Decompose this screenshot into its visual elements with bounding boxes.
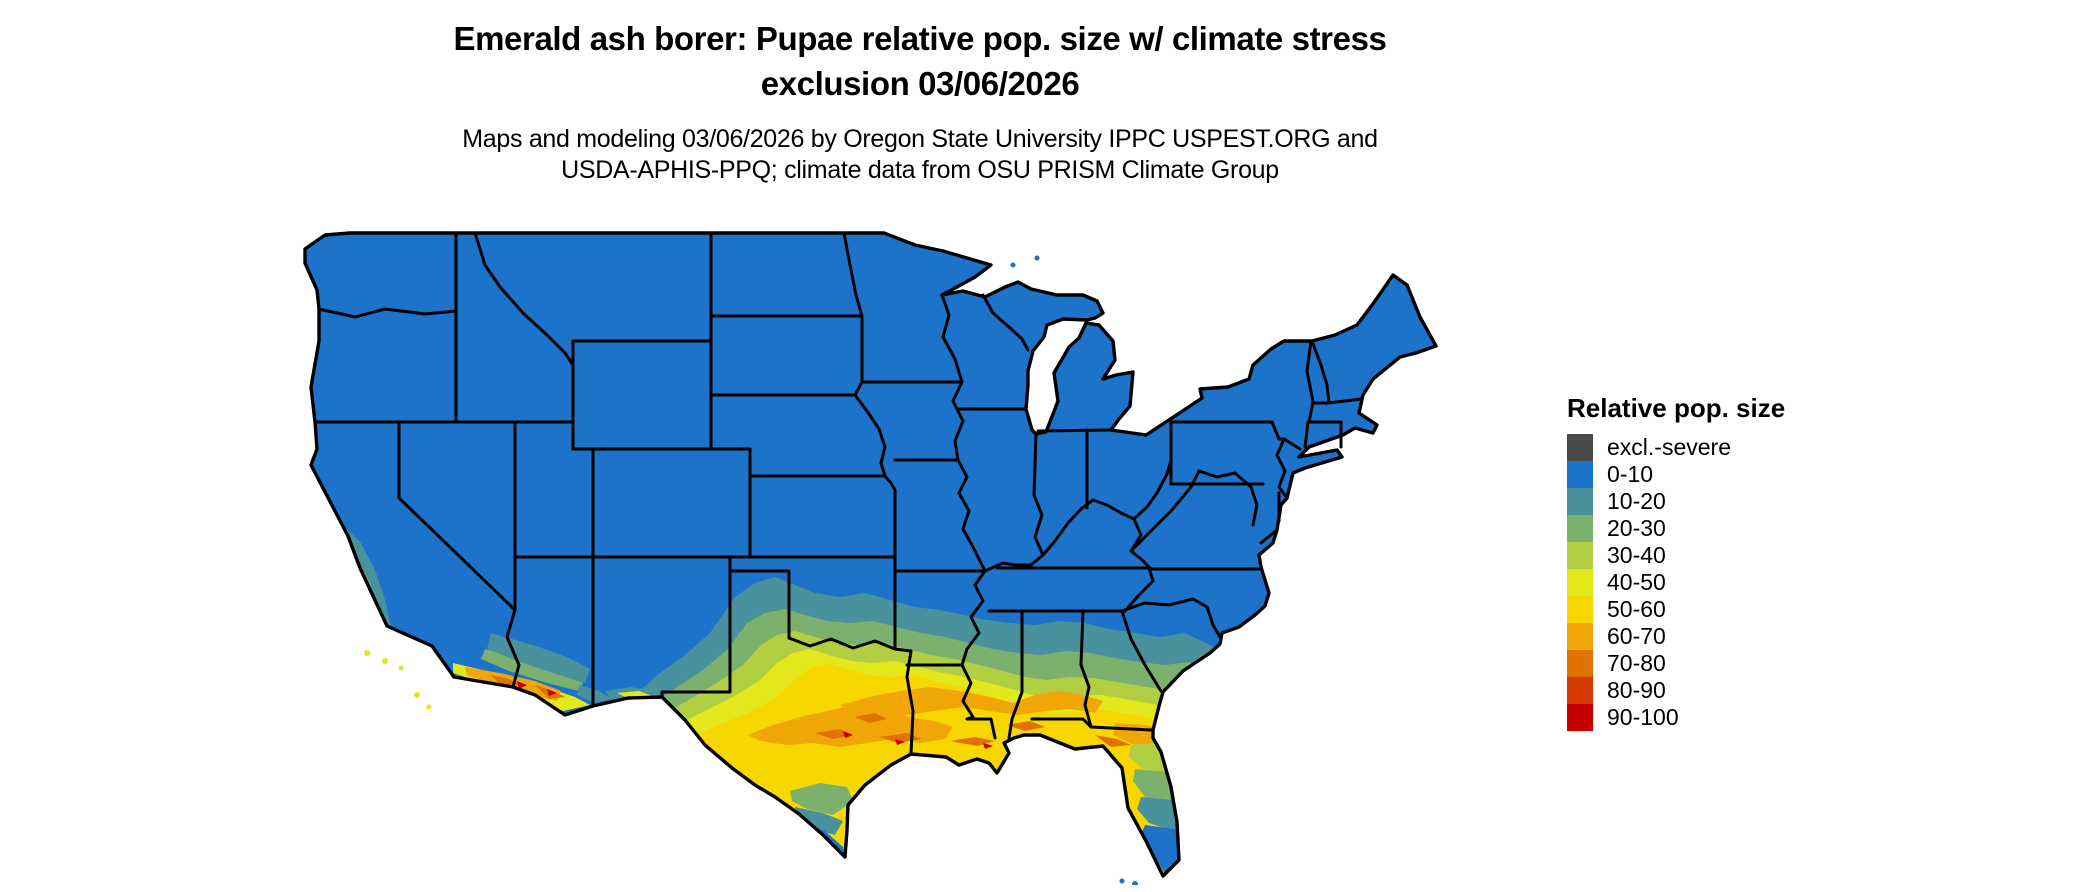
stx-green <box>790 783 853 815</box>
legend-title: Relative pop. size <box>1567 393 1786 423</box>
legend-swatch <box>1567 434 1593 461</box>
legend-swatch <box>1567 623 1593 650</box>
legend-item: 30-40 <box>1567 542 1887 569</box>
legend-label: 10-20 <box>1607 488 1666 514</box>
legend-item: 90-100 <box>1567 704 1887 731</box>
az-green <box>481 649 583 691</box>
legend-swatch <box>1567 569 1593 596</box>
legend-label: 30-40 <box>1607 542 1666 568</box>
legend-swatch <box>1567 596 1593 623</box>
us-map <box>303 231 1438 885</box>
legend-item: 0-10 <box>1567 461 1887 488</box>
page-subtitle-line1: Maps and modeling 03/06/2026 by Oregon S… <box>462 125 1378 153</box>
legend-label: 60-70 <box>1607 623 1666 649</box>
az-teal-arc <box>487 633 590 683</box>
state-borders <box>313 231 1363 756</box>
legend-label: 90-100 <box>1607 704 1679 730</box>
map-outline <box>303 231 1438 878</box>
legend-label: 50-60 <box>1607 596 1666 622</box>
legend-swatch <box>1567 704 1593 731</box>
page-title-line1: Emerald ash borer: Pupae relative pop. s… <box>453 20 1387 57</box>
sfl-blue <box>1141 825 1189 876</box>
stx-teal <box>795 807 843 835</box>
az-se-teal <box>577 685 613 703</box>
legend: Relative pop. size excl.-severe 0-10 10-20… <box>1567 393 1887 731</box>
offshore-island-specks <box>364 255 1138 885</box>
legend-label: 80-90 <box>1607 677 1666 703</box>
legend-swatch <box>1567 650 1593 677</box>
legend-swatch <box>1567 677 1593 704</box>
legend-label: excl.-severe <box>1607 434 1731 460</box>
legend-label: 0-10 <box>1607 461 1654 487</box>
legend-item: 50-60 <box>1567 596 1887 623</box>
legend-item: 70-80 <box>1567 650 1887 677</box>
legend-swatch <box>1567 461 1593 488</box>
legend-item: excl.-severe <box>1567 434 1887 461</box>
legend-item: 10-20 <box>1567 488 1887 515</box>
legend-label: 40-50 <box>1607 569 1666 595</box>
page-subtitle: Maps and modeling 03/06/2026 by Oregon S… <box>295 124 1545 186</box>
legend-item: 60-70 <box>1567 623 1887 650</box>
legend-item: 80-90 <box>1567 677 1887 704</box>
legend-label: 70-80 <box>1607 650 1666 676</box>
page-title: Emerald ash borer: Pupae relative pop. s… <box>295 16 1545 106</box>
gulf-orange-belt <box>840 687 1103 717</box>
legend-swatch <box>1567 488 1593 515</box>
legend-swatch <box>1567 515 1593 542</box>
legend-items: excl.-severe 0-10 10-20 20-30 30-40 40-50 50-6… <box>1567 434 1887 731</box>
legend-item: 40-50 <box>1567 569 1887 596</box>
legend-item: 20-30 <box>1567 515 1887 542</box>
page-subtitle-line2: USDA-APHIS-PPQ; climate data from OSU PR… <box>561 156 1279 184</box>
ca-coast-orange <box>409 653 427 667</box>
legend-swatch <box>1567 542 1593 569</box>
legend-label: 20-30 <box>1607 515 1666 541</box>
page-title-line2: exclusion 03/06/2026 <box>760 65 1080 102</box>
